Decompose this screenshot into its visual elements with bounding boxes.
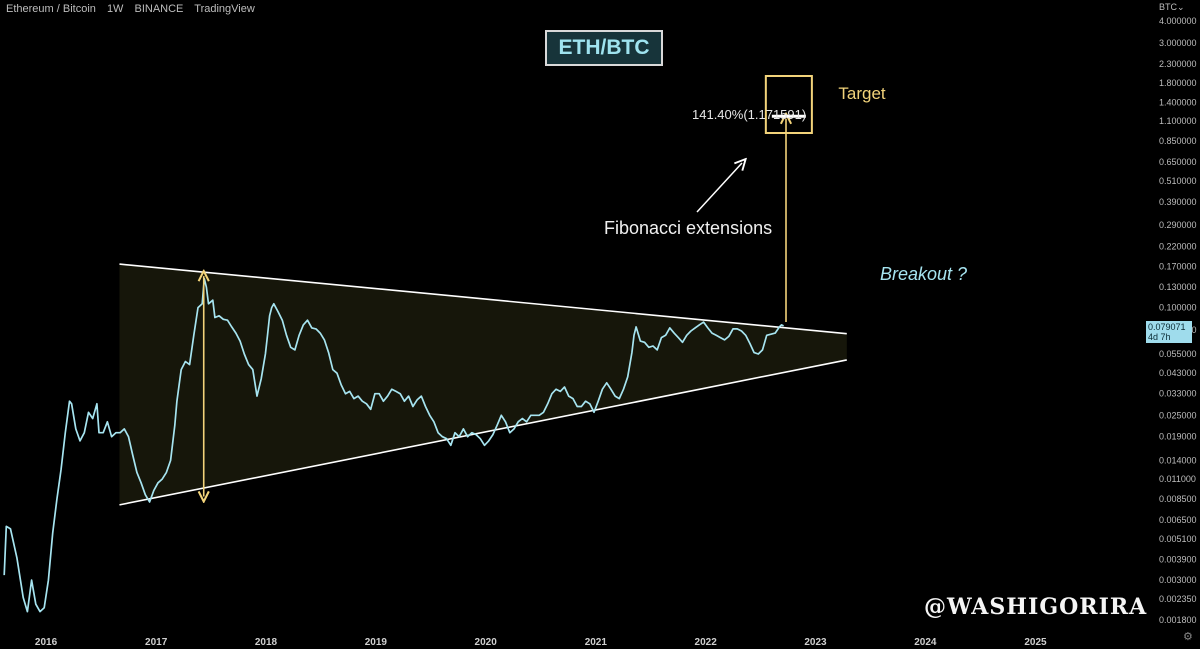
price-series-line (3, 277, 784, 613)
time-tick-label: 2021 (585, 637, 608, 648)
price-tick-label: 0.014000 (1159, 455, 1197, 465)
price-tick-label: 2.300000 (1159, 59, 1197, 69)
fib-pointer-arrow (696, 163, 742, 213)
time-tick-label: 2017 (145, 637, 168, 648)
price-tick-label: 0.001800 (1159, 615, 1197, 625)
price-tick-label: 0.510000 (1159, 176, 1197, 186)
time-tick-label: 2016 (35, 637, 58, 648)
price-tick-label: 1.400000 (1159, 97, 1197, 107)
target-label: Target (838, 84, 886, 103)
price-tick-label: 0.006500 (1159, 515, 1197, 525)
target-box[interactable] (764, 75, 813, 134)
symbol-name[interactable]: Ethereum / Bitcoin (6, 3, 96, 15)
time-tick-label: 2020 (475, 637, 498, 648)
price-tick-label: 0.003900 (1159, 555, 1197, 565)
currency-selector[interactable]: BTC⌄ (1159, 2, 1185, 12)
price-tick-label: 0.850000 (1159, 136, 1197, 146)
triangle-lower-trendline[interactable] (119, 359, 847, 506)
price-tick-label: 0.650000 (1159, 157, 1197, 167)
platform-label: TradingView (194, 3, 255, 15)
price-tick-label: 4.000000 (1159, 16, 1197, 26)
price-tick-label: 0.033000 (1159, 389, 1197, 399)
fib-extensions-label: Fibonacci extensions (604, 218, 773, 238)
price-tick-label: 1.800000 (1159, 78, 1197, 88)
bar-countdown: 4d 7h (1148, 332, 1171, 342)
current-price-label: 0.079071 4d 7h (1146, 321, 1192, 343)
settings-gear-icon[interactable]: ⚙ (1183, 631, 1193, 643)
price-tick-label: 0.290000 (1159, 220, 1197, 230)
triangle-upper-trendline[interactable] (119, 263, 847, 335)
chart-header: Ethereum / Bitcoin 1W BINANCE TradingVie… (6, 3, 263, 15)
price-tick-label: 3.000000 (1159, 38, 1197, 48)
time-tick-label: 2025 (1024, 637, 1047, 648)
price-tick-label: 0.130000 (1159, 282, 1197, 292)
price-tick-label: 0.043000 (1159, 368, 1197, 378)
watermark: @WASHIGORIRA (924, 594, 1148, 620)
price-tick-label: 0.005100 (1159, 534, 1197, 544)
time-axis[interactable]: 2016 2017 2018 2019 2020 2021 2022 2023 2024 2025 (35, 637, 1047, 648)
price-tick-label: 0.011000 (1159, 474, 1196, 484)
time-tick-label: 2022 (695, 637, 718, 648)
exchange-label: BINANCE (134, 3, 184, 15)
price-tick-label: 0.002350 (1159, 594, 1197, 604)
price-tick-label: 0.008500 (1159, 494, 1197, 504)
price-tick-label: 1.100000 (1159, 116, 1197, 126)
price-tick-label: 0.019000 (1159, 432, 1197, 442)
chart-title: ETH/BTC (545, 30, 663, 66)
current-price-value: 0.079071 (1148, 322, 1186, 332)
interval-label[interactable]: 1W (106, 3, 124, 15)
fib-level-label: 141.40%(1.171591) (692, 107, 807, 122)
time-tick-label: 2019 (365, 637, 388, 648)
price-tick-label: 0.003000 (1159, 575, 1197, 585)
price-tick-label: 0.390000 (1159, 197, 1197, 207)
time-tick-label: 2018 (255, 637, 278, 648)
time-tick-label: 2023 (804, 637, 827, 648)
triangle-pattern (119, 264, 847, 505)
breakout-label: Breakout ? (880, 264, 968, 284)
time-tick-label: 2024 (914, 637, 937, 648)
price-tick-label: 0.025000 (1159, 410, 1197, 420)
price-tick-label: 0.170000 (1159, 261, 1197, 271)
price-tick-label: 0.220000 (1159, 241, 1197, 251)
price-tick-label: 0.100000 (1159, 303, 1197, 313)
price-tick-label: 0.055000 (1159, 349, 1197, 359)
